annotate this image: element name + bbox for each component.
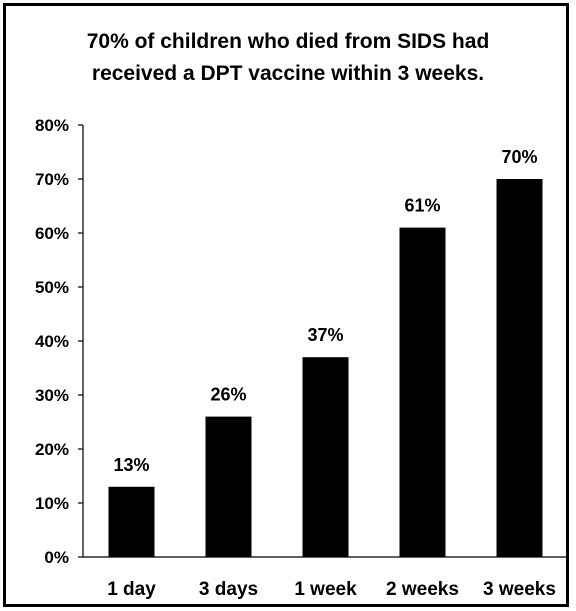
chart-title: 70% of children who died from SIDS had r…: [10, 26, 566, 90]
y-tick-label: 70%: [35, 170, 69, 189]
chart-title-line-2: received a DPT vaccine within 3 weeks.: [91, 62, 485, 85]
data-label: 70%: [501, 147, 537, 167]
data-label: 61%: [404, 196, 440, 216]
y-tick-label: 0%: [44, 548, 69, 567]
x-category-label: 3 weeks: [483, 579, 556, 600]
data-label: 13%: [113, 455, 149, 475]
bar: [108, 486, 155, 557]
y-tick-label: 10%: [35, 494, 69, 513]
bar: [399, 227, 446, 557]
y-tick-label: 20%: [35, 440, 69, 459]
x-category-label: 1 day: [107, 579, 156, 600]
x-category-label: 1 week: [294, 579, 357, 600]
y-tick-label: 50%: [35, 278, 69, 297]
bar: [302, 357, 349, 557]
data-label: 37%: [307, 325, 343, 345]
y-tick-label: 40%: [35, 332, 69, 351]
chart-title-line-1: 70% of children who died from SIDS had: [86, 30, 490, 53]
y-tick-label: 60%: [35, 224, 69, 243]
bar: [205, 416, 252, 557]
y-tick-label: 30%: [35, 386, 69, 405]
y-tick-label: 80%: [35, 116, 69, 135]
chart-frame: [3, 3, 569, 607]
bar: [496, 179, 543, 557]
x-category-label: 2 weeks: [386, 579, 459, 600]
x-category-label: 3 days: [199, 579, 258, 600]
data-label: 26%: [210, 385, 246, 405]
